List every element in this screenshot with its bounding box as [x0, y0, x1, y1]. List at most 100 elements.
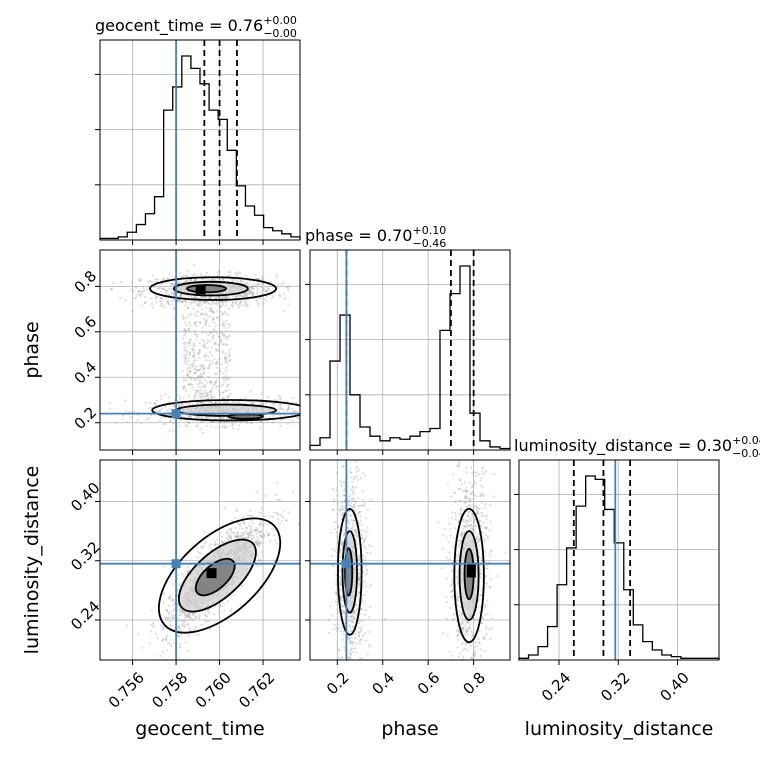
scatter-point — [287, 408, 290, 411]
scatter-point — [222, 397, 226, 400]
scatter-point — [349, 467, 352, 470]
scatter-point — [187, 623, 190, 626]
scatter-point — [461, 613, 464, 616]
scatter-point — [181, 300, 184, 304]
scatter-point — [348, 656, 352, 660]
scatter-point — [258, 297, 262, 300]
scatter-point — [188, 344, 191, 347]
scatter-point — [265, 299, 268, 303]
scatter-point — [181, 623, 184, 627]
scatter-point — [451, 590, 454, 593]
scatter-point — [169, 594, 172, 597]
scatter-point — [178, 299, 181, 302]
scatter-point — [243, 536, 246, 540]
scatter-point — [331, 564, 334, 567]
scatter-point — [483, 540, 486, 543]
scatter-point — [343, 534, 346, 537]
scatter-point — [468, 518, 471, 521]
scatter-point — [224, 390, 227, 393]
scatter-point — [489, 585, 492, 588]
scatter-point — [349, 502, 352, 505]
scatter-point — [189, 383, 193, 386]
scatter-point — [188, 415, 191, 418]
scatter-point — [194, 393, 197, 396]
scatter-point — [188, 352, 192, 355]
scatter-point — [205, 314, 208, 317]
scatter-point — [202, 369, 205, 372]
scatter-point — [337, 525, 340, 528]
scatter-point — [182, 376, 185, 380]
scatter-point — [193, 278, 197, 281]
scatter-point — [362, 541, 365, 544]
scatter-point — [167, 277, 170, 280]
scatter-point — [286, 407, 289, 411]
title-plus: +0.04 — [732, 434, 760, 447]
scatter-point — [238, 294, 241, 298]
scatter-point — [221, 383, 225, 387]
scatter-point — [248, 289, 251, 292]
scatter-point — [200, 401, 203, 405]
scatter-point — [199, 428, 202, 431]
scatter-point — [363, 529, 366, 532]
scatter-point — [187, 569, 190, 572]
scatter-point — [227, 335, 230, 338]
scatter-point — [354, 688, 356, 690]
scatter-point — [468, 481, 471, 484]
scatter-point — [194, 310, 197, 313]
scatter-point — [465, 497, 469, 500]
scatter-point — [189, 377, 192, 381]
scatter-point — [161, 407, 164, 410]
scatter-point — [228, 389, 231, 392]
scatter-point — [346, 666, 348, 668]
scatter-point — [278, 294, 281, 297]
scatter-point — [225, 358, 228, 361]
scatter-point — [151, 306, 155, 309]
scatter-point — [215, 362, 219, 366]
scatter-point — [171, 287, 174, 290]
scatter-point — [267, 287, 270, 291]
scatter-point — [469, 629, 473, 633]
scatter-point — [187, 383, 191, 386]
scatter-point — [204, 306, 208, 309]
scatter-point — [249, 525, 252, 528]
scatter-point — [186, 419, 189, 423]
scatter-point — [188, 371, 192, 374]
scatter-point — [358, 572, 361, 575]
scatter-point — [207, 608, 211, 611]
scatter-point — [235, 535, 238, 539]
scatter-point — [170, 299, 173, 303]
scatter-point — [358, 619, 362, 623]
scatter-point — [187, 359, 190, 363]
scatter-point — [353, 641, 356, 644]
scatter-point — [192, 344, 195, 347]
scatter-point — [349, 652, 352, 655]
scatter-point — [213, 540, 217, 543]
scatter-point — [251, 522, 255, 525]
scatter-point — [124, 299, 127, 302]
scatter-point — [200, 296, 203, 300]
scatter-point — [260, 541, 263, 544]
scatter-point — [248, 509, 252, 512]
scatter-point — [351, 489, 355, 492]
scatter-point — [238, 303, 241, 306]
scatter-point — [225, 337, 229, 340]
scatter-point — [340, 543, 343, 547]
scatter-point — [333, 549, 336, 552]
scatter-point — [351, 436, 353, 438]
scatter-point — [351, 650, 354, 653]
scatter-point — [209, 391, 212, 394]
scatter-point — [204, 296, 207, 299]
scatter-point — [458, 487, 461, 491]
scatter-point — [338, 507, 341, 511]
scatter-point — [486, 537, 490, 540]
scatter-point — [476, 541, 479, 544]
scatter-point — [187, 374, 190, 377]
scatter-point — [211, 278, 214, 281]
scatter-point — [200, 300, 203, 303]
scatter-point — [364, 573, 367, 576]
scatter-point — [260, 523, 263, 526]
scatter-point — [192, 377, 195, 380]
scatter-point — [246, 290, 250, 293]
scatter-point — [248, 286, 251, 289]
scatter-point — [473, 518, 477, 521]
